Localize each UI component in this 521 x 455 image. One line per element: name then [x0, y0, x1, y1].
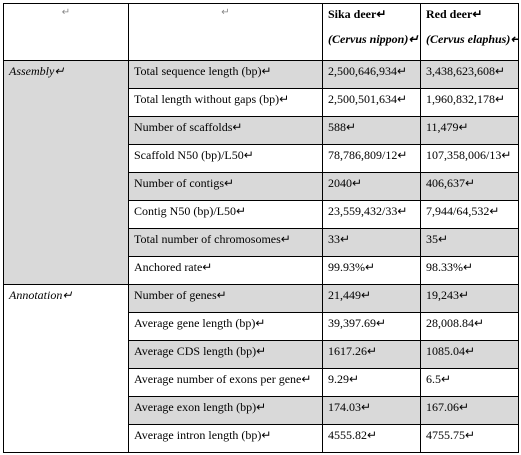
metric-value: 2040↵ [322, 172, 421, 201]
metric-value: 78,786,809/12↵ [322, 144, 421, 173]
metric-name: Total sequence length (bp)↵ [128, 60, 323, 89]
header-cell: ↵ [3, 3, 129, 61]
metric-value: 99.93%↵ [322, 256, 421, 285]
latin-name: (Cervus nippon)↵ [328, 32, 419, 46]
metric-name: Scaffold N50 (bp)/L50↵ [128, 144, 323, 173]
table-row: Average CDS length (bp)↵ 1617.26↵ 1085.04↵ [4, 340, 519, 369]
metric-name: Total length without gaps (bp)↵ [128, 88, 323, 117]
table-row: Contig N50 (bp)/L50↵ 23,559,432/33↵ 7,944/… [4, 200, 519, 229]
metric-name: Average exon length (bp)↵ [128, 396, 323, 425]
metric-value: 167.06↵ [420, 396, 519, 425]
header-cell: Red deer↵ (Cervus elaphus)↵ [420, 3, 519, 61]
metric-name: Average number of exons per gene↵ [128, 368, 323, 397]
table-row: Total number of chromosomes↵ 33↵ 35↵ [4, 228, 519, 257]
table-row: Assembly↵ Total sequence length (bp)↵ 2,50… [3, 60, 519, 285]
metric-name: Average CDS length (bp)↵ [128, 340, 323, 369]
table-row: Average exon length (bp)↵ 174.03↵ 167.06↵ [4, 396, 519, 425]
table-row: Scaffold N50 (bp)/L50↵ 78,786,809/12↵ 107,… [4, 144, 519, 173]
metric-value: 1085.04↵ [420, 340, 519, 369]
metric-value: 21,449↵ [322, 284, 421, 313]
metric-value: 28,008.84↵ [420, 312, 519, 341]
header-row: ↵ ↵ Sika deer↵ (Cervus nippon)↵ Red deer↵ (Ce… [3, 3, 519, 61]
table-row: Total length without gaps (bp)↵ 2,500,501… [4, 88, 519, 117]
metric-value: 35↵ [420, 228, 519, 257]
metric-value: 33↵ [322, 228, 421, 257]
metric-value: 1,960,832,178↵ [420, 88, 519, 117]
metric-name: Anchored rate↵ [128, 256, 323, 285]
metric-value: 7,944/64,532↵ [420, 200, 519, 229]
metric-value: 174.03↵ [322, 396, 421, 425]
metric-value: 3,438,623,608↵ [420, 60, 519, 89]
metric-value: 2,500,646,934↵ [322, 60, 421, 89]
metric-name: Number of scaffolds↵ [128, 116, 323, 145]
header-cell: ↵ [128, 3, 323, 61]
metric-value: 11,479↵ [420, 116, 519, 145]
table-row: Annotation↵ Number of genes↵ 21,449↵ 19,243… [3, 284, 519, 453]
species-name: Red deer↵ [426, 7, 483, 21]
metric-value: 107,358,006/13↵ [420, 144, 519, 173]
metric-value: 23,559,432/33↵ [322, 200, 421, 229]
metric-value: 1617.26↵ [322, 340, 421, 369]
metric-name: Number of contigs↵ [128, 172, 323, 201]
metric-name: Contig N50 (bp)/L50↵ [128, 200, 323, 229]
table-row: Number of contigs↵ 2040↵ 406,637↵ [4, 172, 519, 201]
table-row: Average gene length (bp)↵ 39,397.69↵ 28,00… [4, 312, 519, 341]
metric-value: 406,637↵ [420, 172, 519, 201]
metric-name: Total number of chromosomes↵ [128, 228, 323, 257]
group-label: Annotation↵ [3, 284, 129, 453]
metric-value: 9.29↵ [322, 368, 421, 397]
group-label: Assembly↵ [3, 60, 129, 285]
metric-value: 588↵ [322, 116, 421, 145]
metric-name: Number of genes↵ [128, 284, 323, 313]
metric-value: 6.5↵ [420, 368, 519, 397]
metric-value: 4755.75↵ [420, 424, 519, 453]
metric-name: Average intron length (bp)↵ [128, 424, 323, 453]
metric-value: 19,243↵ [420, 284, 519, 313]
table-row: Average intron length (bp)↵ 4555.82↵ 4755.… [4, 424, 519, 453]
species-name: Sika deer↵ [328, 7, 387, 21]
table-row: Number of scaffolds↵ 588↵ 11,479↵ [4, 116, 519, 145]
data-table: ↵ ↵ Sika deer↵ (Cervus nippon)↵ Red deer↵ (Ce… [3, 3, 519, 453]
species-name: ↵ [221, 7, 230, 18]
latin-name: (Cervus elaphus)↵ [426, 32, 519, 46]
metric-name: Average gene length (bp)↵ [128, 312, 323, 341]
metric-value: 98.33%↵ [420, 256, 519, 285]
metric-value: 4555.82↵ [322, 424, 421, 453]
metric-value: 2,500,501,634↵ [322, 88, 421, 117]
header-cell: Sika deer↵ (Cervus nippon)↵ [322, 3, 421, 61]
metric-value: 39,397.69↵ [322, 312, 421, 341]
species-name: ↵ [61, 7, 71, 18]
